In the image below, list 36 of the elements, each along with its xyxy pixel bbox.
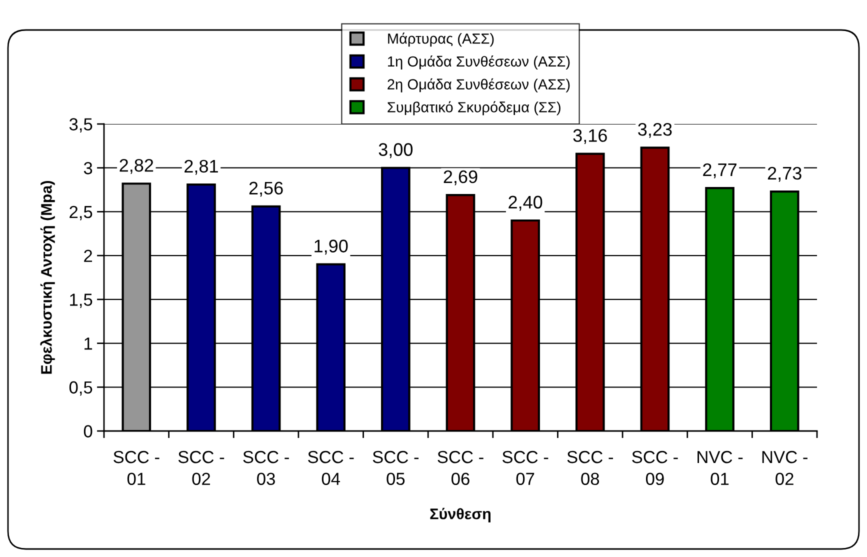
y-tick-label: 0 <box>84 425 92 438</box>
x-tick-label: SCC - 04 <box>308 450 354 486</box>
y-axis-title: Εφελκυστική Αντοχή (Mpa) <box>40 180 55 374</box>
x-tick-label: NVC - 02 <box>762 450 808 486</box>
x-tick-label: SCC - 07 <box>502 450 548 486</box>
data-label: 2,81 <box>184 160 218 175</box>
y-tick-label: 1,5 <box>70 294 92 308</box>
data-label: 2,40 <box>508 196 542 211</box>
data-label: 3,16 <box>573 129 607 144</box>
x-axis-title: Σύνθεση <box>430 508 490 522</box>
x-tick-label: SCC - 02 <box>178 450 224 486</box>
data-label: 2,77 <box>703 163 736 178</box>
y-tick-label: 1 <box>84 338 92 350</box>
data-label: 2,69 <box>444 170 478 186</box>
x-tick-label: SCC - 03 <box>243 450 289 486</box>
y-tick-label: 3 <box>84 162 92 174</box>
data-label: 2,73 <box>768 166 802 182</box>
data-label: 3,23 <box>638 122 672 138</box>
data-label: 1,90 <box>314 240 348 255</box>
y-tick-label: 3,5 <box>69 118 92 133</box>
data-label: 2,82 <box>120 158 154 174</box>
legend-label: Συμβατικό Σκυρόδεμα (ΣΣ) <box>388 101 560 116</box>
y-tick-label: 0,5 <box>69 381 92 396</box>
y-tick-label: 2,5 <box>70 206 92 220</box>
x-tick-label: SCC - 09 <box>632 450 678 486</box>
legend-label: Μάρτυρας (ΑΣΣ) <box>388 32 494 47</box>
x-tick-label: NVC - 01 <box>698 450 743 486</box>
x-tick-label: SCC - 08 <box>567 450 613 486</box>
x-tick-label: SCC - 05 <box>372 450 419 486</box>
x-tick-label: SCC - 01 <box>114 450 160 486</box>
y-tick-label: 2 <box>84 250 92 262</box>
legend-label: 2η Ομάδα Συνθέσεων (ΑΣΣ) <box>388 78 570 92</box>
data-label: 2,56 <box>249 182 283 197</box>
legend-label: 1η Ομάδα Συνθέσεων (ΑΣΣ) <box>388 56 570 70</box>
data-label: 3,00 <box>378 143 413 158</box>
x-tick-label: SCC - 06 <box>438 450 484 486</box>
